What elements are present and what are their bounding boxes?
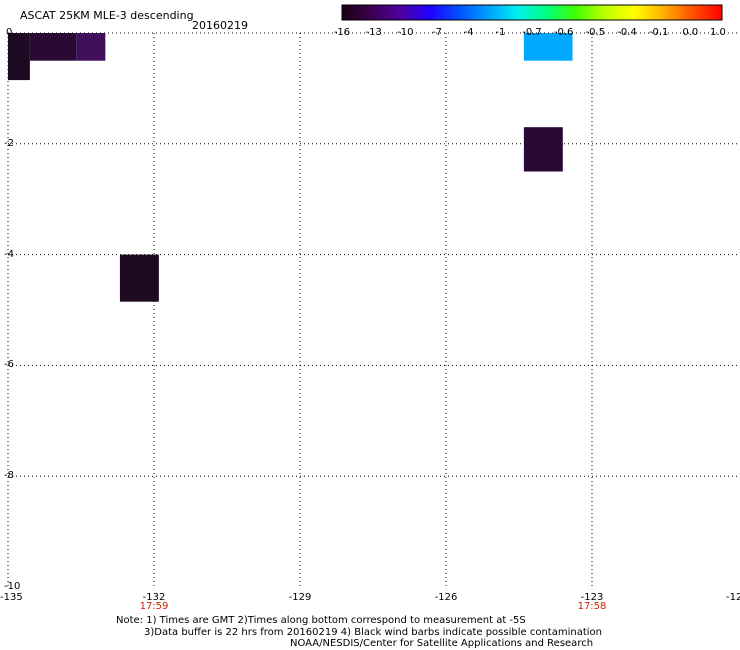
colorbar-gradient [341, 4, 723, 21]
data-cell [523, 127, 563, 172]
colorbar-tick-label: -0.5 [585, 27, 606, 38]
data-cell [119, 254, 159, 302]
colorbar-tick-label: -0.7 [522, 27, 542, 38]
x-tick-label: -132 [142, 592, 166, 603]
colorbar-tick-label: -0.1 [648, 27, 669, 38]
colorbar-tick-label: -0.6 [553, 27, 574, 38]
time-label: 17:58 [577, 601, 607, 612]
colorbar-tick-label: -0.4 [617, 27, 637, 38]
colorbar-tick-label: -7 [432, 27, 442, 38]
colorbar-tick-label: -10 [397, 27, 414, 38]
colorbar-tick-label: 1.0 [710, 27, 726, 38]
colorbar-tick-label: -1 [495, 27, 506, 38]
x-tick-label: -129 [288, 592, 312, 603]
map-date: 20160219 [192, 19, 248, 32]
note-line-3: NOAA/NESDIS/Center for Satellite Applica… [290, 638, 594, 649]
map-title: ASCAT 25KM MLE-3 descending [20, 9, 194, 22]
y-tick-label: -10 [4, 581, 21, 592]
note-line-1: Note: 1) Times are GMT 2)Times along bot… [116, 615, 526, 626]
data-cell [76, 33, 106, 61]
y-tick-label: 0 [6, 27, 13, 38]
x-tick-label: -126 [434, 592, 458, 603]
note-line-2: 3)Data buffer is 22 hrs from 20160219 4)… [144, 627, 602, 638]
colorbar [341, 4, 723, 21]
x-tick-label: -123 [580, 592, 604, 603]
colorbar-tick-label: -13 [365, 27, 382, 38]
x-tick-label: -135 [0, 592, 23, 603]
colorbar-tick-label: -16 [333, 27, 351, 38]
y-tick-label: -2 [4, 137, 14, 149]
colorbar-tick-label: -4 [463, 27, 474, 38]
y-tick-label: -8 [4, 470, 14, 482]
y-tick-label: -6 [4, 359, 14, 371]
colorbar-tick-label: 0.0 [682, 27, 699, 38]
data-cell [523, 33, 573, 61]
data-cell [29, 33, 77, 61]
x-tick-label: -120 [726, 592, 740, 603]
time-label: 17:59 [139, 601, 169, 612]
data-cell [8, 33, 30, 81]
y-tick-label: -4 [4, 248, 14, 260]
